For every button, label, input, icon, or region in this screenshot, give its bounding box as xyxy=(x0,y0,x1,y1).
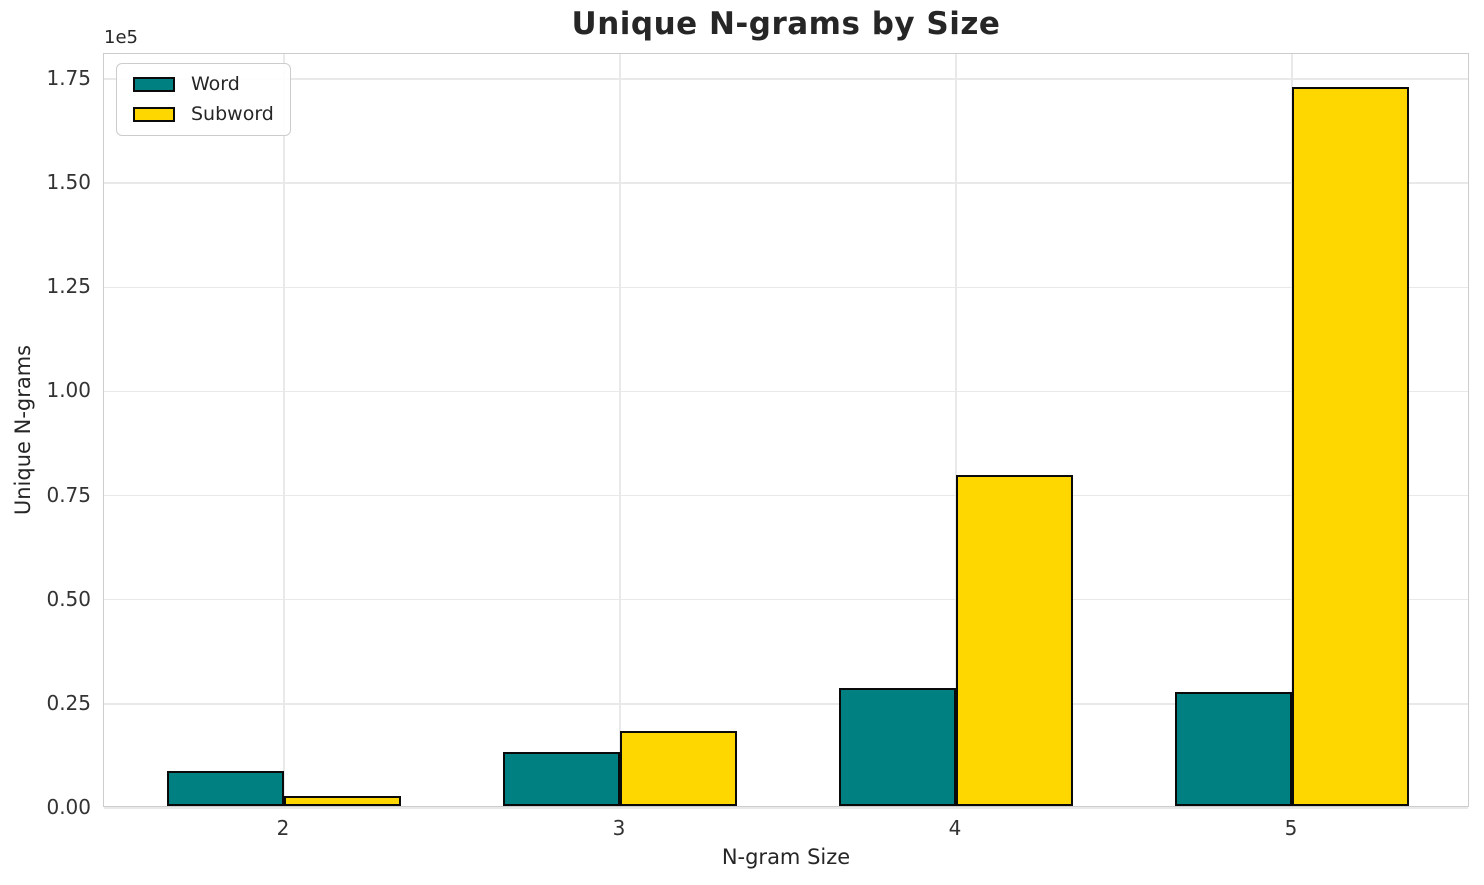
legend-swatch-subword xyxy=(133,107,175,122)
y-tick-label: 0.50 xyxy=(46,586,91,611)
x-tick-label: 4 xyxy=(948,816,962,840)
x-axis-label: N-gram Size xyxy=(721,845,851,869)
y-gridline xyxy=(104,78,1468,80)
x-gridline xyxy=(283,54,285,806)
y-gridline xyxy=(104,703,1468,705)
legend: Word Subword xyxy=(116,63,291,136)
y-gridline xyxy=(104,286,1468,289)
y-tick-label: 1.75 xyxy=(46,65,91,90)
bar-subword-3 xyxy=(620,731,737,806)
y-tick-label: 1.00 xyxy=(46,378,91,403)
bar-subword-5 xyxy=(1292,87,1409,806)
y-gridline xyxy=(104,182,1468,184)
y-tick-label: 1.50 xyxy=(46,170,91,195)
x-tick-label: 2 xyxy=(276,816,290,840)
legend-swatch-word xyxy=(133,77,175,92)
x-gridline xyxy=(955,54,957,806)
legend-label: Subword xyxy=(191,103,274,125)
x-gridline xyxy=(619,54,621,806)
x-tick-label: 3 xyxy=(612,816,626,840)
y-gridline xyxy=(104,598,1468,601)
y-tick-label: 1.25 xyxy=(46,274,91,299)
y-tick-label: 0.25 xyxy=(46,690,91,715)
legend-label: Word xyxy=(191,73,240,95)
legend-item-word: Word xyxy=(133,75,274,94)
bar-word-2 xyxy=(167,771,284,806)
y-gridline xyxy=(104,494,1468,497)
y-gridline xyxy=(104,807,1468,809)
bar-word-4 xyxy=(839,688,956,806)
y-tick-label: 0.75 xyxy=(46,482,91,507)
y-tick-label: 0.00 xyxy=(46,795,91,819)
plot-area: Word Subword xyxy=(103,53,1469,809)
chart-title: Unique N-grams by Size xyxy=(571,6,1001,42)
bar-subword-4 xyxy=(956,475,1073,806)
y-axis-offset-label: 1e5 xyxy=(104,27,138,48)
y-axis-label: Unique N-grams xyxy=(11,344,35,516)
legend-item-subword: Subword xyxy=(133,105,274,124)
bar-subword-2 xyxy=(284,796,401,806)
y-gridline xyxy=(104,390,1468,393)
bar-word-5 xyxy=(1175,692,1292,806)
bar-word-3 xyxy=(503,752,620,806)
x-tick-label: 5 xyxy=(1284,816,1298,840)
